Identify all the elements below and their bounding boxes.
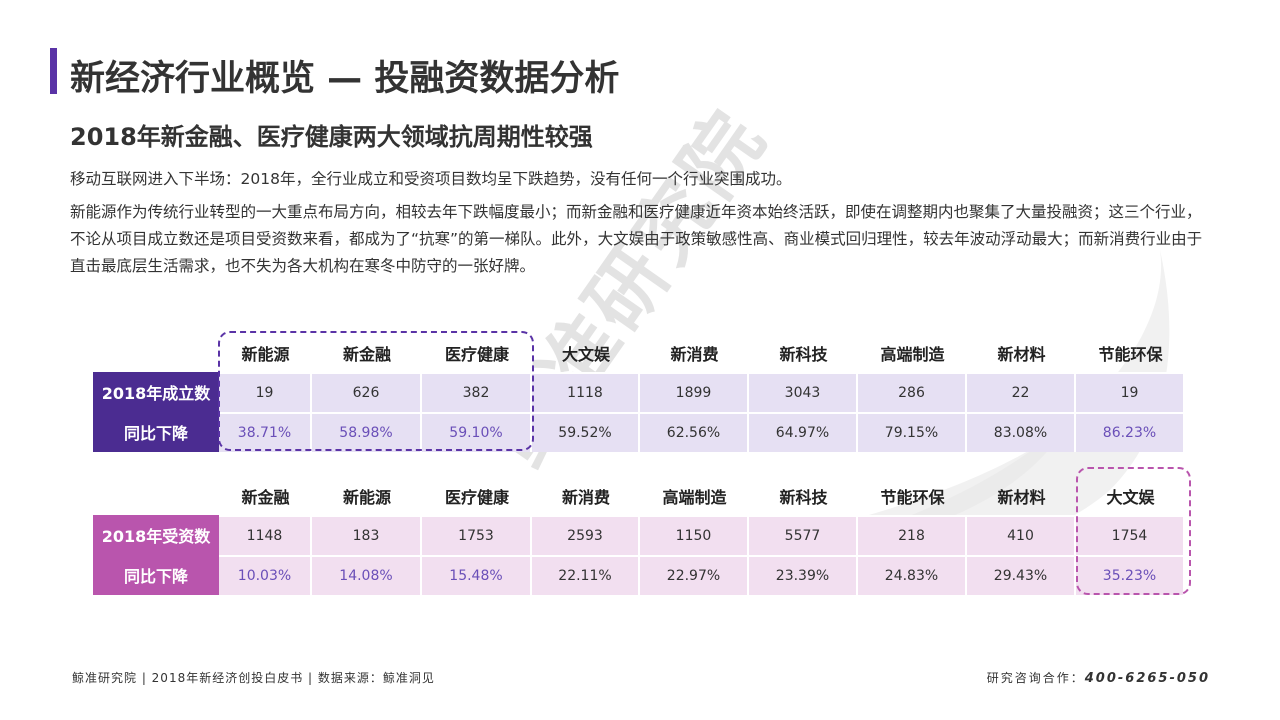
- table2-header: 节能环保: [880, 488, 945, 507]
- table-cell: 19: [1076, 372, 1185, 412]
- table-cell: 1754: [1076, 515, 1185, 555]
- table-cell: 35.23%: [1076, 555, 1185, 595]
- table-cell: 10.03%: [219, 555, 312, 595]
- table-cell: 1148: [219, 515, 312, 555]
- table-cell: 3043: [749, 372, 858, 412]
- table1-header: 新科技: [779, 345, 828, 364]
- table-cell: 382: [422, 372, 532, 412]
- footer-contact: 研究咨询合作：400-6265-050: [987, 669, 1210, 686]
- table1-header-row: 新能源 新金融 医疗健康 大文娱 新消费 新科技 高端制造 新材料 节能环保: [93, 334, 1185, 372]
- table1-header: 新能源: [241, 345, 290, 364]
- table-cell: 24.83%: [858, 555, 967, 595]
- table-cell: 1899: [640, 372, 749, 412]
- table-cell: 286: [858, 372, 967, 412]
- table-cell: 22: [967, 372, 1076, 412]
- table-cell: 62.56%: [640, 412, 749, 452]
- table1-row-count: 2018年成立数 19 626 382 1118 1899 3043 286 2…: [93, 372, 1185, 412]
- table2-header-row: 新金融 新能源 医疗健康 新消费 高端制造 新科技 节能环保 新材料 大文娱: [93, 477, 1185, 515]
- table-cell: 22.97%: [640, 555, 749, 595]
- table2-row-count: 2018年受资数 1148 183 1753 2593 1150 5577 21…: [93, 515, 1185, 555]
- table1-header: 新金融: [342, 345, 391, 364]
- table2-row-label: 2018年受资数: [93, 515, 219, 555]
- table2-header: 新能源: [342, 488, 391, 507]
- table1-row-decline: 同比下降 38.71% 58.98% 59.10% 59.52% 62.56% …: [93, 412, 1185, 452]
- table-cell: 14.08%: [312, 555, 422, 595]
- table1-header: 新消费: [670, 345, 719, 364]
- table-cell: 183: [312, 515, 422, 555]
- table2-header: 新材料: [997, 488, 1046, 507]
- footer-contact-label: 研究咨询合作：: [986, 671, 1085, 685]
- table-cell: 64.97%: [749, 412, 858, 452]
- table1-header-empty: [93, 334, 219, 372]
- funded-count-table: 新金融 新能源 医疗健康 新消费 高端制造 新科技 节能环保 新材料 大文娱 2…: [93, 477, 1185, 595]
- table-cell: 1753: [422, 515, 532, 555]
- established-count-table: 新能源 新金融 医疗健康 大文娱 新消费 新科技 高端制造 新材料 节能环保 2…: [93, 334, 1185, 452]
- table-cell: 218: [858, 515, 967, 555]
- table-cell: 1150: [640, 515, 749, 555]
- table-cell: 59.10%: [422, 412, 532, 452]
- table2-header: 大文娱: [1106, 488, 1155, 507]
- page-subtitle: 2018年新金融、医疗健康两大领域抗周期性较强: [70, 123, 593, 151]
- table-cell: 626: [312, 372, 422, 412]
- table-cell: 5577: [749, 515, 858, 555]
- table2-header: 医疗健康: [444, 488, 509, 507]
- table-cell: 86.23%: [1076, 412, 1185, 452]
- table-cell: 19: [219, 372, 312, 412]
- footer-phone: 400-6265-050: [1084, 671, 1210, 686]
- table1-header: 高端制造: [880, 345, 945, 364]
- table-cell: 2593: [532, 515, 640, 555]
- table-cell: 22.11%: [532, 555, 640, 595]
- table-cell: 38.71%: [219, 412, 312, 452]
- table1-row-label: 同比下降: [93, 412, 219, 452]
- table-cell: 410: [967, 515, 1076, 555]
- table2-header: 新消费: [561, 488, 610, 507]
- table1-header: 新材料: [997, 345, 1046, 364]
- table2-header: 新金融: [241, 488, 290, 507]
- table-cell: 58.98%: [312, 412, 422, 452]
- footer-source: 鲸准研究院 | 2018年新经济创投白皮书 | 数据来源：鲸准洞见: [72, 671, 435, 685]
- table-cell: 29.43%: [967, 555, 1076, 595]
- table2-header-empty: [93, 477, 219, 515]
- paragraph-2: 新能源作为传统行业转型的一大重点布局方向，相较去年下跌幅度最小；而新金融和医疗健…: [70, 203, 1203, 275]
- table2-header: 高端制造: [662, 488, 727, 507]
- page-title: 新经济行业概览 — 投融资数据分析: [70, 59, 620, 99]
- table1-header: 节能环保: [1098, 345, 1163, 364]
- table2-header: 新科技: [779, 488, 828, 507]
- table-cell: 83.08%: [967, 412, 1076, 452]
- table-cell: 15.48%: [422, 555, 532, 595]
- title-accent-bar: [50, 48, 57, 94]
- paragraph-1: 移动互联网进入下半场：2018年，全行业成立和受资项目数均呈下跌趋势，没有任何一…: [70, 170, 792, 188]
- table-cell: 59.52%: [532, 412, 640, 452]
- highlight-box-top-three: [218, 331, 534, 451]
- table-cell: 23.39%: [749, 555, 858, 595]
- table1-header: 医疗健康: [444, 345, 509, 364]
- table1-row-label: 2018年成立数: [93, 372, 219, 412]
- highlight-box-entertainment: [1076, 467, 1191, 595]
- table-cell: 1118: [532, 372, 640, 412]
- table-cell: 79.15%: [858, 412, 967, 452]
- table2-row-decline: 同比下降 10.03% 14.08% 15.48% 22.11% 22.97% …: [93, 555, 1185, 595]
- table2-row-label: 同比下降: [93, 555, 219, 595]
- table1-header: 大文娱: [561, 345, 610, 364]
